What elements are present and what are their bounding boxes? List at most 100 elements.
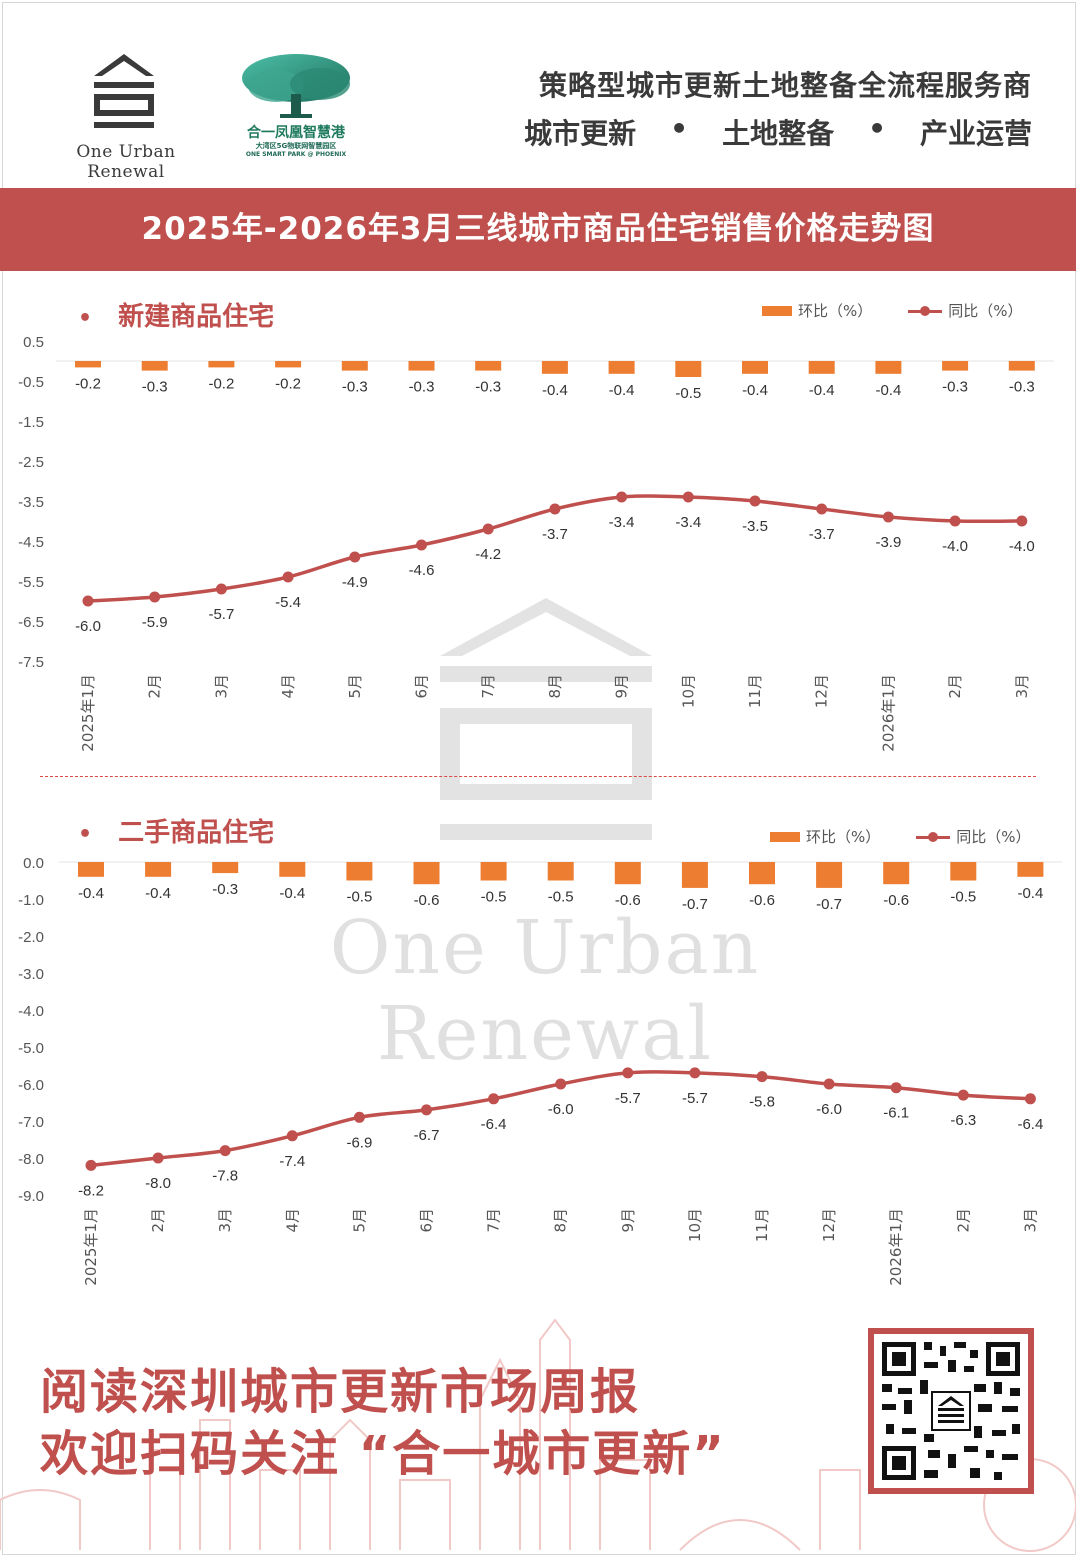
promo-line-1: 阅读深圳城市更新市场周报 — [40, 1364, 641, 1420]
mom-bar — [547, 862, 574, 881]
yoy-point-label: -3.7 — [542, 526, 568, 543]
mom-bar — [681, 862, 708, 888]
services-list: 城市更新 • 土地整备 • 产业运营 — [524, 112, 1032, 152]
mom-bar — [742, 361, 768, 374]
mom-bar-label: -0.6 — [883, 892, 909, 909]
city-skyline-illustration — [0, 1318, 1076, 1552]
yoy-point-label: -3.5 — [742, 518, 768, 535]
mom-bar-label: -0.4 — [279, 885, 305, 902]
yoy-point-label: -5.8 — [749, 1094, 775, 1111]
mom-bar — [208, 361, 235, 368]
yoy-point — [219, 1145, 231, 1157]
mom-bar-label: -0.3 — [1009, 379, 1035, 396]
mom-bar-label: -0.4 — [609, 382, 635, 399]
mom-bar-label: -0.6 — [615, 892, 641, 909]
mom-bar-label: -0.6 — [414, 892, 440, 909]
x-category-label: 4月 — [283, 1208, 301, 1233]
mom-bar — [145, 862, 172, 877]
mom-bar-label: -0.3 — [409, 379, 435, 396]
section-bullet-icon: • — [78, 306, 93, 331]
mom-bar — [883, 862, 910, 885]
yoy-point — [149, 591, 161, 603]
yoy-point-label: -8.2 — [78, 1182, 104, 1199]
x-category-label: 3月 — [1021, 1208, 1039, 1233]
mom-bar — [475, 361, 502, 371]
qr-code-icon — [882, 1342, 1020, 1480]
yoy-point — [152, 1152, 164, 1164]
one-urban-renewal-logo: One Urban Renewal — [36, 50, 216, 182]
mom-bar — [346, 862, 373, 881]
x-category-label: 4月 — [279, 674, 297, 699]
yoy-point — [949, 515, 961, 527]
mom-bar-label: -0.2 — [75, 375, 101, 392]
mom-bar-label: -0.2 — [275, 375, 301, 392]
mom-bar — [808, 361, 835, 374]
mom-bar-label: -0.4 — [145, 885, 171, 902]
mom-bar-label: -0.7 — [816, 896, 842, 913]
mom-bar-label: -0.3 — [342, 379, 368, 396]
bar-swatch-icon — [770, 831, 800, 842]
mom-bar-label: -0.4 — [809, 382, 835, 399]
mom-bar — [749, 862, 775, 885]
y-tick-label: -5.5 — [18, 574, 44, 591]
service-urban-renewal: 城市更新 — [524, 117, 637, 150]
yoy-point — [682, 491, 694, 503]
yoy-point — [421, 1104, 432, 1116]
mom-bar — [480, 862, 507, 881]
yoy-point-label: -3.4 — [609, 514, 635, 531]
mom-bar-label: -0.3 — [142, 379, 168, 396]
yoy-point — [749, 495, 761, 507]
yoy-point — [549, 503, 561, 515]
x-category-label: 6月 — [418, 1208, 436, 1233]
x-category-label: 10月 — [686, 1208, 704, 1242]
yoy-point-label: -6.3 — [950, 1112, 976, 1129]
x-category-label: 5月 — [346, 674, 364, 699]
mom-bar — [675, 361, 702, 377]
logo-left-text: One Urban Renewal — [76, 142, 176, 182]
mom-bar-label: -0.5 — [346, 889, 372, 906]
mom-bar — [275, 361, 302, 368]
x-category-label: 8月 — [546, 674, 564, 699]
line-swatch-icon — [908, 304, 943, 318]
yoy-point — [957, 1089, 969, 1101]
y-tick-label: -5.0 — [18, 1040, 44, 1057]
yoy-point-label: -3.4 — [675, 514, 701, 531]
line-swatch-icon — [916, 830, 951, 844]
mom-bar — [78, 862, 104, 877]
yoy-point-label: -4.0 — [1009, 538, 1035, 555]
yoy-point — [482, 523, 494, 535]
legend-line-label: 同比（%） — [956, 828, 1031, 846]
yoy-point-label: -5.7 — [208, 606, 234, 623]
yoy-point-label: -6.7 — [414, 1127, 440, 1144]
yoy-point — [85, 1159, 97, 1171]
company-slogan: 策略型城市更新土地整备全流程服务商 — [538, 69, 1032, 102]
y-tick-label: -2.0 — [18, 929, 44, 946]
mom-bar-label: -0.4 — [78, 885, 104, 902]
x-category-label: 11月 — [753, 1208, 771, 1242]
yoy-point — [622, 1067, 634, 1079]
yoy-point — [756, 1071, 768, 1083]
y-tick-label: -6.0 — [18, 1077, 44, 1094]
mom-bar-label: -0.5 — [675, 385, 701, 402]
yoy-point — [282, 571, 294, 583]
yoy-point — [816, 503, 828, 515]
yoy-point-label: -7.4 — [279, 1153, 305, 1170]
yoy-point-label: -4.9 — [342, 574, 368, 591]
tree-icon — [242, 54, 350, 118]
qr-code[interactable] — [868, 1328, 1034, 1494]
x-category-label: 3月 — [1013, 674, 1031, 699]
logo-right-name: 合一凤凰智慧港 — [247, 125, 345, 141]
mom-bar — [1017, 862, 1044, 877]
x-category-label: 10月 — [679, 674, 697, 708]
yoy-point — [416, 539, 427, 551]
y-tick-label: -8.0 — [18, 1151, 44, 1168]
legend-bar-label: 环比（%） — [806, 828, 881, 846]
yoy-point — [689, 1067, 701, 1079]
mom-bar — [408, 361, 435, 371]
mom-bar — [942, 361, 969, 371]
mom-bar-label: -0.4 — [742, 382, 768, 399]
phoenix-park-logo: 合一凤凰智慧港 大湾区5G物联网智慧园区 ONE SMART PARK @ PH… — [236, 50, 356, 170]
service-separator: • — [868, 112, 886, 145]
legend-line-label: 同比（%） — [948, 302, 1023, 320]
